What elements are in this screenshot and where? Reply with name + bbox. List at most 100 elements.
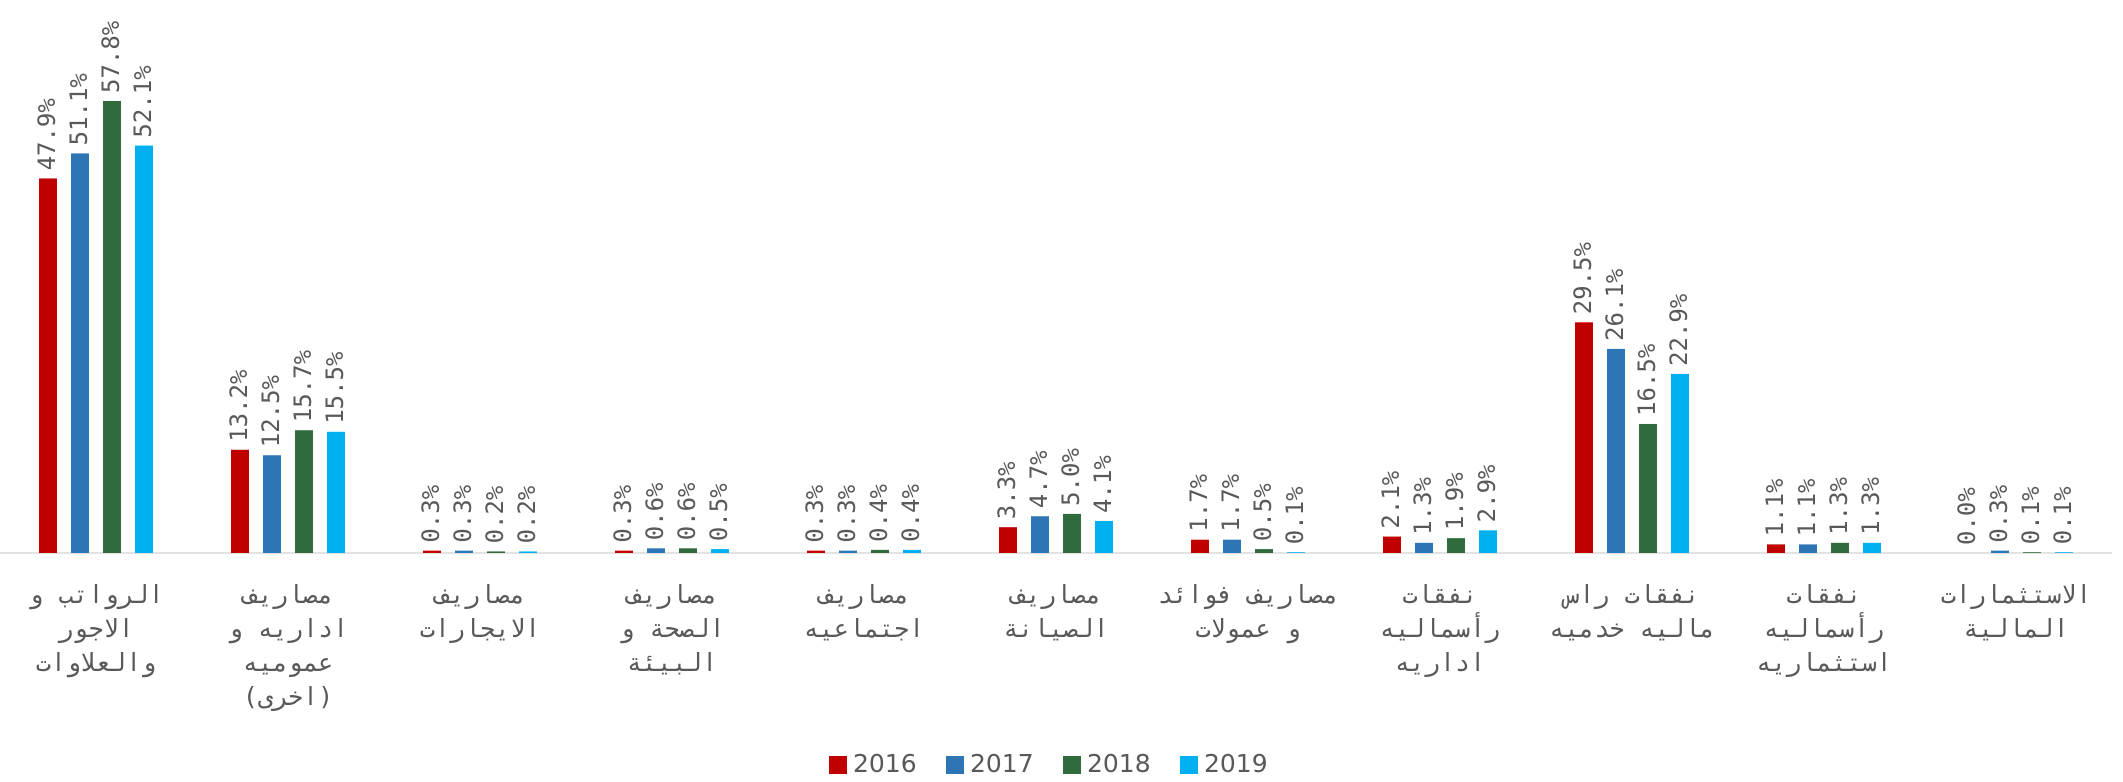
bar bbox=[903, 549, 921, 553]
data-label: 1.1% bbox=[1761, 478, 1789, 536]
legend-swatch bbox=[1063, 756, 1081, 774]
data-label: 0.0% bbox=[1953, 487, 1981, 545]
legend-swatch bbox=[1180, 756, 1198, 774]
data-label: 13.2% bbox=[225, 369, 253, 442]
data-label: 12.5% bbox=[257, 374, 285, 447]
data-label: 22.9% bbox=[1665, 293, 1693, 366]
data-label: 0.4% bbox=[865, 484, 893, 542]
bar bbox=[871, 549, 889, 553]
data-label: 0.1% bbox=[1281, 486, 1309, 544]
bar bbox=[1287, 552, 1305, 553]
x-tick-label: (اخرى) bbox=[243, 682, 333, 711]
bar bbox=[1767, 544, 1785, 553]
bar bbox=[1479, 530, 1497, 553]
bar bbox=[263, 455, 281, 553]
x-tick-label: اجتماعيه bbox=[804, 614, 924, 643]
bar bbox=[519, 551, 537, 553]
bar bbox=[1415, 542, 1433, 553]
x-tick-label: الاجور bbox=[57, 614, 133, 643]
bar bbox=[2023, 552, 2041, 553]
legend-swatch bbox=[946, 756, 964, 774]
data-label: 1.3% bbox=[1409, 476, 1437, 534]
data-label: 5.0% bbox=[1057, 448, 1085, 506]
data-label: 1.1% bbox=[1793, 478, 1821, 536]
bar bbox=[1671, 373, 1689, 553]
data-label: 4.7% bbox=[1025, 450, 1053, 508]
bar bbox=[1575, 322, 1593, 553]
bar bbox=[71, 153, 89, 553]
data-label: 15.5% bbox=[321, 351, 349, 424]
data-label: 1.3% bbox=[1857, 476, 1885, 534]
x-tick-label: البيئة bbox=[627, 648, 717, 677]
x-tick-label: مصاريف فوائد bbox=[1158, 580, 1339, 609]
data-label: 0.4% bbox=[897, 484, 925, 542]
data-label: 0.2% bbox=[513, 485, 541, 543]
bar bbox=[487, 551, 505, 553]
x-tick-label: و عمولات bbox=[1195, 614, 1300, 644]
bar bbox=[999, 527, 1017, 553]
bar bbox=[1863, 542, 1881, 553]
x-tick-label: رأسماليه bbox=[1764, 611, 1884, 643]
bar bbox=[1383, 536, 1401, 553]
x-tick-label: عموميه bbox=[243, 648, 333, 677]
data-label: 15.7% bbox=[289, 349, 317, 422]
data-label: 2.1% bbox=[1377, 470, 1405, 528]
x-tick-label: مصاريف bbox=[241, 580, 333, 609]
data-label: 0.3% bbox=[449, 484, 477, 542]
bar bbox=[1255, 549, 1273, 553]
legend-label: 2019 bbox=[1204, 749, 1268, 778]
bar bbox=[231, 449, 249, 553]
bar bbox=[135, 145, 153, 553]
x-tick-label: المالية bbox=[1963, 614, 2068, 643]
x-tick-label: اداريه و bbox=[228, 614, 348, 644]
x-tick-label: مصاريف bbox=[433, 580, 525, 609]
data-label: 0.6% bbox=[673, 482, 701, 540]
bar bbox=[455, 550, 473, 553]
data-label: 0.5% bbox=[705, 483, 733, 541]
data-label: 4.1% bbox=[1089, 455, 1117, 513]
x-tick-label: مصاريف bbox=[1009, 580, 1101, 609]
data-label: 0.5% bbox=[1249, 483, 1277, 541]
legend-label: 2016 bbox=[853, 749, 917, 778]
data-label: 0.3% bbox=[801, 484, 829, 542]
bar bbox=[679, 548, 697, 553]
bar bbox=[1031, 516, 1049, 553]
x-tick-label: والعلاوات bbox=[36, 648, 156, 678]
bar bbox=[807, 550, 825, 553]
x-tick-label: الصحة و bbox=[619, 614, 724, 644]
data-label: 26.1% bbox=[1601, 268, 1629, 341]
data-label: 52.1% bbox=[129, 65, 157, 138]
x-tick-label: مصاريف bbox=[625, 580, 717, 609]
x-tick-label: نفقات راس bbox=[1561, 580, 1699, 609]
bar bbox=[1223, 539, 1241, 553]
data-label: 0.2% bbox=[481, 485, 509, 543]
x-tick-label: الاستثمارات bbox=[1941, 580, 2092, 609]
data-label: 2.9% bbox=[1473, 464, 1501, 522]
legend-label: 2017 bbox=[970, 749, 1034, 778]
bar bbox=[295, 430, 313, 553]
bar bbox=[423, 550, 441, 553]
data-label: 0.3% bbox=[1985, 484, 2013, 542]
data-label: 47.9% bbox=[33, 98, 61, 171]
bar bbox=[103, 101, 121, 553]
data-label: 16.5% bbox=[1633, 343, 1661, 416]
data-label: 29.5% bbox=[1569, 242, 1597, 315]
data-label: 0.3% bbox=[609, 484, 637, 542]
bar bbox=[327, 431, 345, 553]
data-label: 0.1% bbox=[2017, 486, 2045, 544]
bar bbox=[1831, 542, 1849, 553]
bar bbox=[615, 550, 633, 553]
x-tick-label: ماليه خدميه bbox=[1549, 614, 1715, 643]
x-tick-label: الصيانة bbox=[1003, 614, 1108, 643]
data-label: 51.1% bbox=[65, 73, 93, 146]
legend-label: 2018 bbox=[1087, 749, 1151, 778]
data-label: 0.3% bbox=[417, 484, 445, 542]
x-tick-label: اداريه bbox=[1395, 648, 1485, 677]
bar bbox=[647, 548, 665, 553]
bar bbox=[1799, 544, 1817, 553]
bar bbox=[711, 549, 729, 553]
x-tick-label: رأسماليه bbox=[1380, 611, 1500, 643]
x-tick-label: الايجارات bbox=[420, 614, 540, 643]
data-label: 1.7% bbox=[1185, 473, 1213, 531]
